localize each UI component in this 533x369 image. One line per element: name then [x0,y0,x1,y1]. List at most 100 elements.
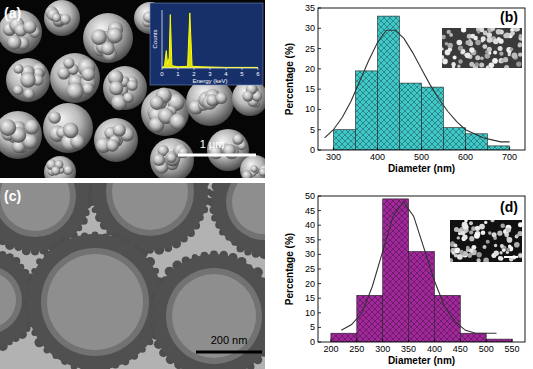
particle [150,138,194,178]
inset-particle [485,53,491,59]
inset-particle [479,62,484,67]
inset-particle [461,231,466,236]
inset-particle [477,258,481,262]
inset-particle [518,43,522,47]
inset-particle [466,246,470,250]
plot-area [162,13,258,68]
inset-particle [482,44,487,49]
bar [460,333,486,342]
inset-particle [506,248,510,252]
particle-bump [216,92,228,104]
particle-bump [101,42,114,55]
spectrum-area [162,13,258,68]
inset-particle [516,28,520,31]
scale-bar [178,154,256,157]
y-tick-label: 40 [305,220,315,230]
particle-bump [23,88,34,99]
scale-bar [196,351,262,354]
shell-inner [41,248,149,356]
x-tick [258,68,259,70]
x-tick-label: 500 [414,152,429,162]
inset-particle [503,57,508,62]
particle [103,66,147,110]
bar [409,252,435,343]
particle-bump [63,58,74,69]
inset-particle [475,226,480,231]
x-tick-label: 300 [375,344,390,354]
particle [43,103,93,153]
inset-particle [518,222,522,227]
x-tick [356,339,357,342]
inset-particle [474,233,480,239]
bar [357,295,383,342]
inset-particle [508,53,511,56]
inset-particle [504,232,509,237]
inset-particle [442,47,444,50]
inset-particle [514,242,520,248]
y-tick-label: 15 [305,293,315,303]
x-tick-label: 200 [323,344,338,354]
x-tick-label: 500 [479,344,494,354]
particle-bump [24,119,39,134]
y-tick [318,196,321,197]
y-tick-label: 0 [310,337,315,347]
inset-particle [488,231,492,235]
inset-particle [469,221,473,225]
particle [0,111,42,159]
inset-particle [496,29,502,35]
inset-particle [504,32,510,38]
particle-bump [170,114,186,130]
bar [422,87,444,150]
bar [488,146,510,150]
y-tick [318,283,321,284]
inset-particle [512,53,518,59]
inset-particle [499,52,503,56]
inset-particle [464,220,467,222]
inset-particle [470,34,475,39]
inset-particle [458,59,462,63]
x-tick [512,339,513,342]
y-tick-label: 5 [310,125,315,135]
inset-particle [453,244,457,248]
inset-particle [469,47,474,52]
inset-particle [497,37,501,41]
inset-particle [475,62,479,66]
inset-particle [492,232,497,237]
x-tick [509,147,510,150]
inset-particle [485,50,488,53]
inset-particle [498,46,503,51]
y-tick-label: 30 [305,249,315,259]
particle [6,58,50,102]
inset-particle [483,258,489,262]
x-tick [460,339,461,342]
y-tick-label: 0 [310,145,315,155]
spectrum-line [162,13,258,68]
inset-particle [510,31,515,36]
y-tick [318,109,321,110]
particle-bump [48,111,60,123]
inset-particle [518,52,522,56]
bar [383,199,409,342]
panel-label: (b) [500,9,518,25]
particle-bump [259,168,265,176]
x-tick [226,68,227,70]
inset-particle [469,230,473,234]
inset-particle [486,66,489,69]
inset-particle [459,250,464,255]
x-tick-label: 4 [224,71,228,77]
x-tick-label: 0 [160,71,164,77]
particle [240,155,265,178]
particle-bump [166,152,176,162]
x-tick-label: 400 [370,152,385,162]
x-tick-label: 2 [192,71,196,77]
x-tick [330,339,331,342]
y-tick-label: 15 [305,84,315,94]
particle-bump [113,123,126,136]
bar [444,128,466,150]
y-tick [318,327,321,328]
particle-bump [14,64,24,74]
hollow-core [0,183,70,231]
x-axis-label: Diameter (nm) [388,355,455,366]
particle-bump [52,13,61,22]
y-axis-label: Percentage (%) [284,233,295,305]
